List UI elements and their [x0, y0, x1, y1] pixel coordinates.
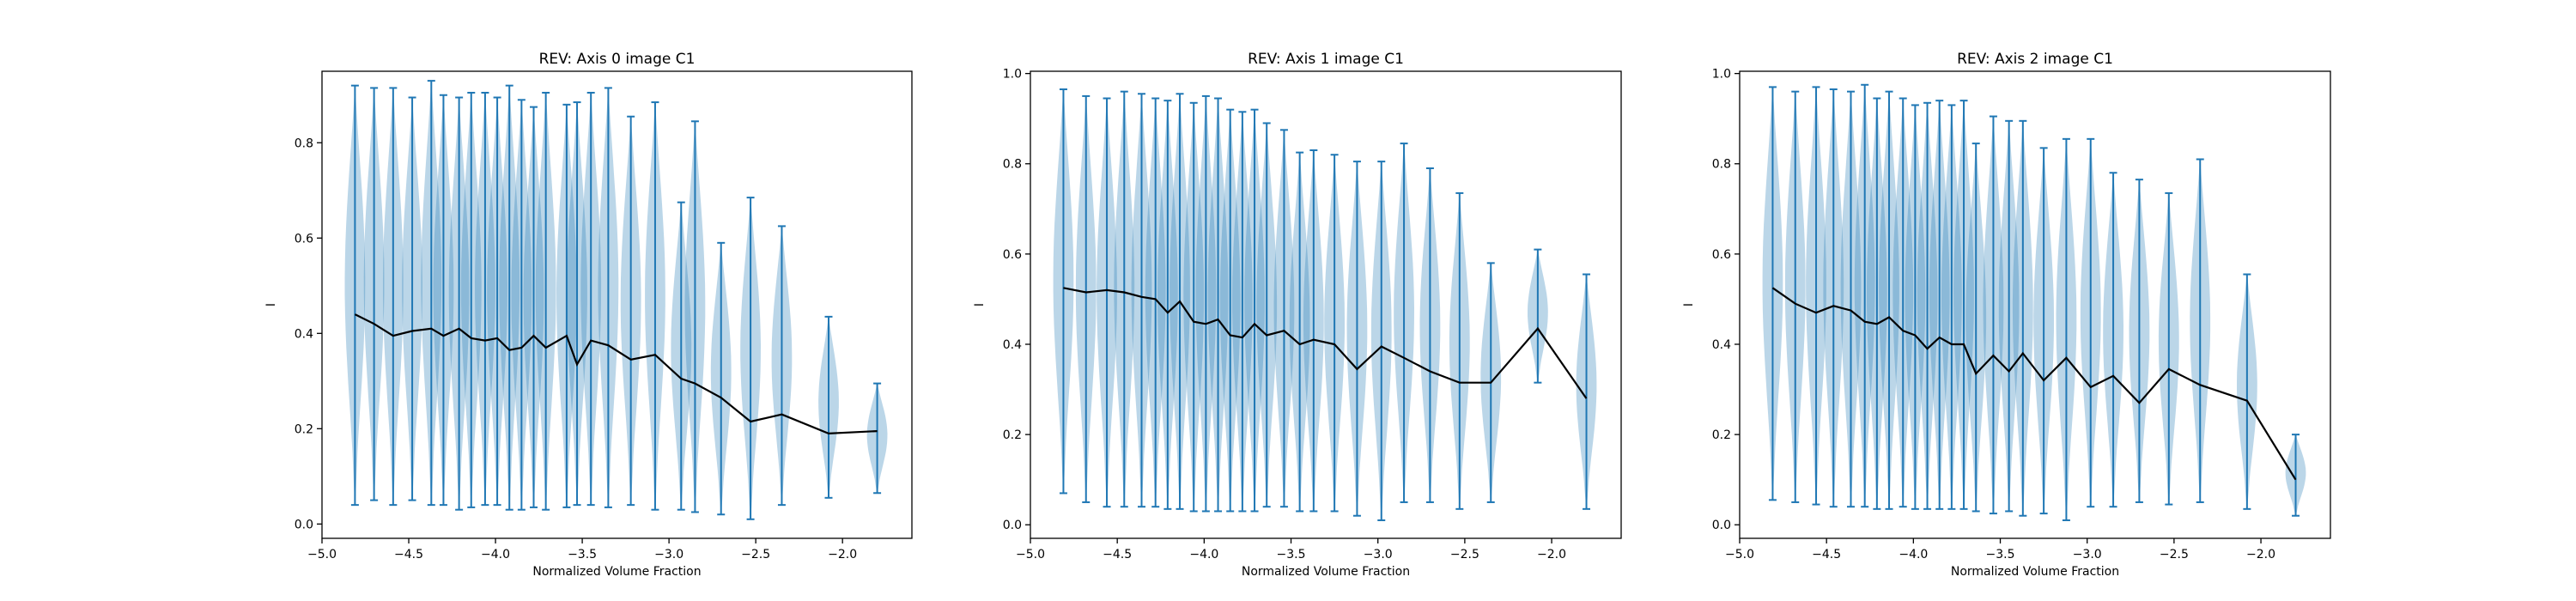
chart-panel-1: −5.0 −4.5 −4.0 −3.5 −3.0 −2.5 −2.0 0.0 0.2 0.4 0.6… — [973, 51, 1622, 579]
x-axis-label: Normalized Volume Fraction — [532, 565, 701, 579]
mean-line — [1063, 287, 1588, 399]
x-tick-label: −2.0 — [2246, 548, 2275, 562]
x-tick-label: −4.5 — [1103, 548, 1132, 562]
x-tick-label: −4.5 — [394, 548, 423, 562]
x-tick-label: −4.0 — [481, 548, 510, 562]
x-tick-label: −3.0 — [1364, 548, 1393, 562]
y-tick-label: 0.4 — [1003, 338, 1022, 352]
violin-group — [1053, 88, 1597, 521]
y-tick-label: 0.0 — [1003, 519, 1022, 532]
axes-frame — [1030, 70, 1622, 539]
x-tick-label: −5.0 — [1725, 548, 1754, 562]
panels: −5.0 −4.5 −4.0 −3.5 −3.0 −2.5 −2.0 0.0 0.2 0.4 0.6… — [264, 51, 2331, 579]
x-tick-label: −2.5 — [741, 548, 770, 562]
y-tick-label: 0.6 — [295, 232, 313, 246]
y-axis-label: I — [264, 303, 278, 307]
y-tick-label: 0.2 — [1712, 428, 1731, 442]
y-tick-label: 0.6 — [1712, 248, 1731, 262]
x-tick-label: −3.5 — [568, 548, 597, 562]
y-tick-label: 1.0 — [1003, 68, 1022, 82]
x-tick-label: −5.0 — [307, 548, 337, 562]
y-axis-label: I — [1682, 303, 1696, 307]
chart-panel-0: −5.0 −4.5 −4.0 −3.5 −3.0 −2.5 −2.0 0.0 0.2 0.4 0.6… — [264, 51, 913, 579]
chart-title: REV: Axis 2 image C1 — [1957, 51, 2113, 68]
x-tick-label: −2.0 — [1537, 548, 1566, 562]
y-tick-label: 0.8 — [1712, 158, 1731, 172]
x-tick-label: −3.0 — [654, 548, 683, 562]
x-tick-label: −2.5 — [2160, 548, 2189, 562]
y-tick-label: 0.4 — [295, 327, 313, 341]
y-tick-label: 0.4 — [1712, 338, 1731, 352]
y-tick-label: 0.2 — [1003, 428, 1022, 442]
y-tick-label: 0.0 — [295, 518, 313, 531]
x-axis-label: Normalized Volume Fraction — [1951, 565, 2119, 579]
y-tick-label: 0.2 — [295, 422, 313, 436]
y-tick-label: 1.0 — [1712, 68, 1731, 82]
x-tick-label: −4.5 — [1812, 548, 1841, 562]
axes-frame — [1739, 70, 2331, 539]
chart-title: REV: Axis 0 image C1 — [539, 51, 696, 68]
x-tick-label: −2.0 — [828, 548, 857, 562]
x-axis-label: Normalized Volume Fraction — [1242, 565, 1410, 579]
y-tick-label: 0.6 — [1003, 248, 1022, 262]
violin-group — [344, 80, 888, 520]
y-tick-label: 0.8 — [295, 137, 313, 150]
y-tick-label: 0.0 — [1712, 519, 1731, 532]
x-tick-label: −3.5 — [1986, 548, 2015, 562]
mean-line — [354, 313, 878, 435]
axes-frame — [321, 70, 913, 539]
x-tick-label: −3.0 — [2073, 548, 2102, 562]
x-tick-label: −5.0 — [1016, 548, 1045, 562]
x-tick-label: −4.0 — [1189, 548, 1218, 562]
y-axis-label: I — [973, 303, 987, 307]
y-tick-label: 0.8 — [1003, 158, 1022, 172]
chart-panel-2: −5.0 −4.5 −4.0 −3.5 −3.0 −2.5 −2.0 0.0 0.2 0.4 0.6… — [1682, 51, 2331, 579]
x-tick-label: −3.5 — [1277, 548, 1306, 562]
mean-line — [1771, 287, 2297, 481]
x-tick-label: −2.5 — [1450, 548, 1479, 562]
violin-group — [1762, 83, 2306, 521]
chart-title: REV: Axis 1 image C1 — [1248, 51, 1404, 68]
x-tick-label: −4.0 — [1899, 548, 1928, 562]
